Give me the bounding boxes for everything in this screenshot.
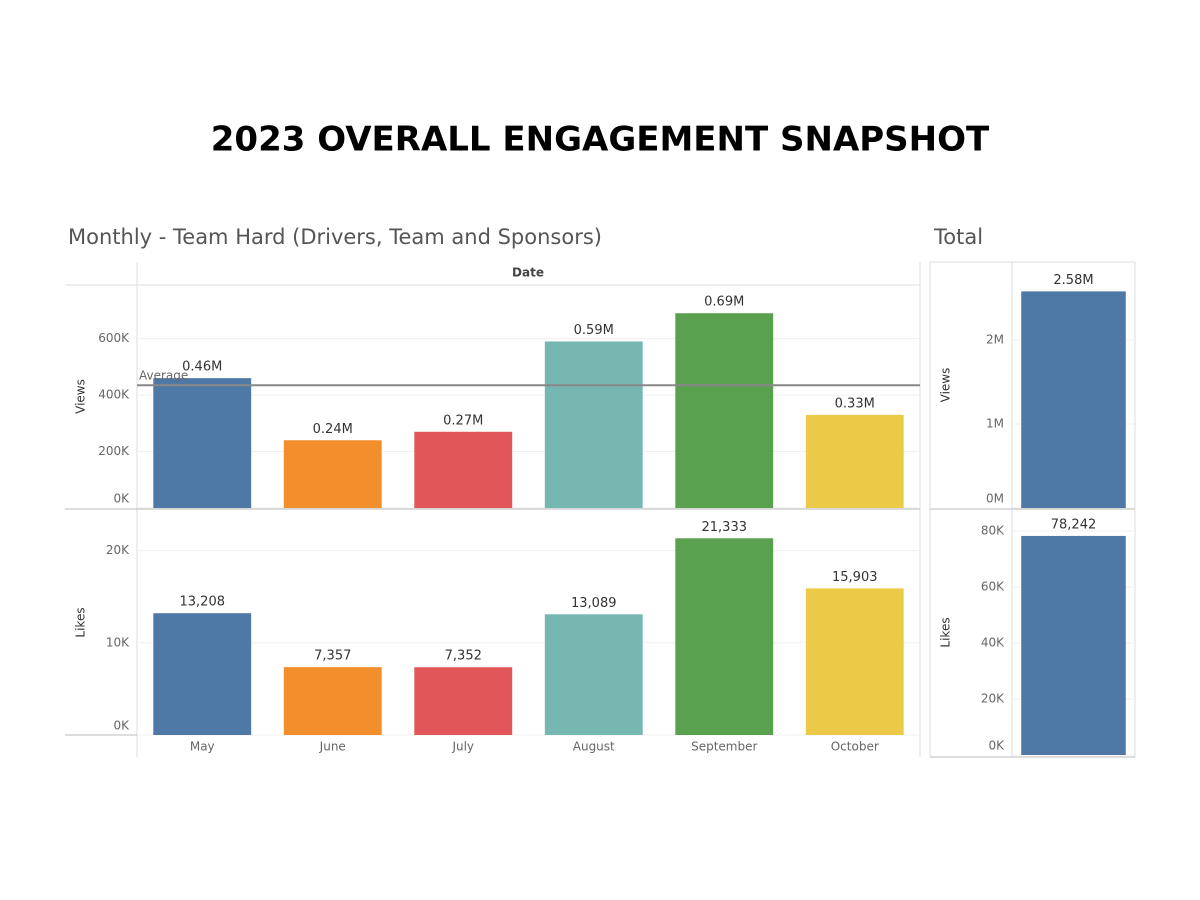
column-header: Date <box>512 266 544 280</box>
value-label: 13,208 <box>180 595 226 610</box>
y-tick-label: 10K <box>106 635 130 649</box>
reference-label: Average <box>139 369 188 383</box>
value-label: 15,903 <box>832 570 878 585</box>
y-tick-label: 600K <box>98 331 130 345</box>
value-label: 0.27M <box>443 413 483 428</box>
y-tick-label: 0M <box>986 492 1004 506</box>
y-tick-label: 40K <box>981 636 1005 650</box>
y-tick-label: 200K <box>98 444 130 458</box>
y-tick-label: 0K <box>113 719 130 733</box>
y-axis-title: Likes <box>939 617 953 647</box>
x-tick-label: May <box>190 740 215 754</box>
value-label: 13,089 <box>571 596 617 611</box>
x-tick-label: September <box>691 740 757 754</box>
y-tick-label: 80K <box>981 524 1005 538</box>
value-label: 0.24M <box>313 422 353 437</box>
y-tick-label: 400K <box>98 388 130 402</box>
bar <box>153 378 252 508</box>
bar <box>414 667 513 735</box>
value-label: 21,333 <box>702 520 748 535</box>
value-label: 0.69M <box>704 295 744 310</box>
value-label: 0.33M <box>835 396 875 411</box>
y-tick-label: 0K <box>988 739 1005 753</box>
x-tick-label: July <box>451 740 474 754</box>
bar <box>1021 535 1126 755</box>
bar <box>1021 291 1126 508</box>
bar <box>544 341 643 508</box>
value-label: 2.58M <box>1053 273 1093 288</box>
y-tick-label: 20K <box>106 543 130 557</box>
x-tick-label: June <box>319 740 346 754</box>
bar <box>805 414 904 508</box>
bar <box>805 588 904 735</box>
bar <box>153 613 252 735</box>
page-title: 2023 OVERALL ENGAGEMENT SNAPSHOT <box>211 120 990 160</box>
value-label: 0.59M <box>574 323 614 338</box>
bar <box>675 313 774 508</box>
x-tick-label: August <box>573 740 615 754</box>
bar <box>283 440 382 508</box>
x-tick-label: October <box>831 740 879 754</box>
y-tick-label: 0K <box>113 492 130 506</box>
value-label: 7,357 <box>314 649 351 664</box>
bar <box>283 667 382 735</box>
value-label: 78,242 <box>1051 517 1097 532</box>
bar <box>544 614 643 735</box>
y-tick-label: 1M <box>986 417 1004 431</box>
y-axis-title: Views <box>74 379 88 414</box>
y-tick-label: 60K <box>981 580 1005 594</box>
y-tick-label: 2M <box>986 333 1004 347</box>
monthly-title: Monthly - Team Hard (Drivers, Team and S… <box>68 225 602 249</box>
y-axis-title: Likes <box>74 607 88 637</box>
value-label: 0.46M <box>182 360 222 375</box>
bar <box>414 431 513 508</box>
y-tick-label: 20K <box>981 692 1005 706</box>
bar <box>675 538 774 735</box>
value-label: 7,352 <box>445 649 482 664</box>
total-title: Total <box>933 225 983 249</box>
y-axis-title: Views <box>939 368 953 403</box>
